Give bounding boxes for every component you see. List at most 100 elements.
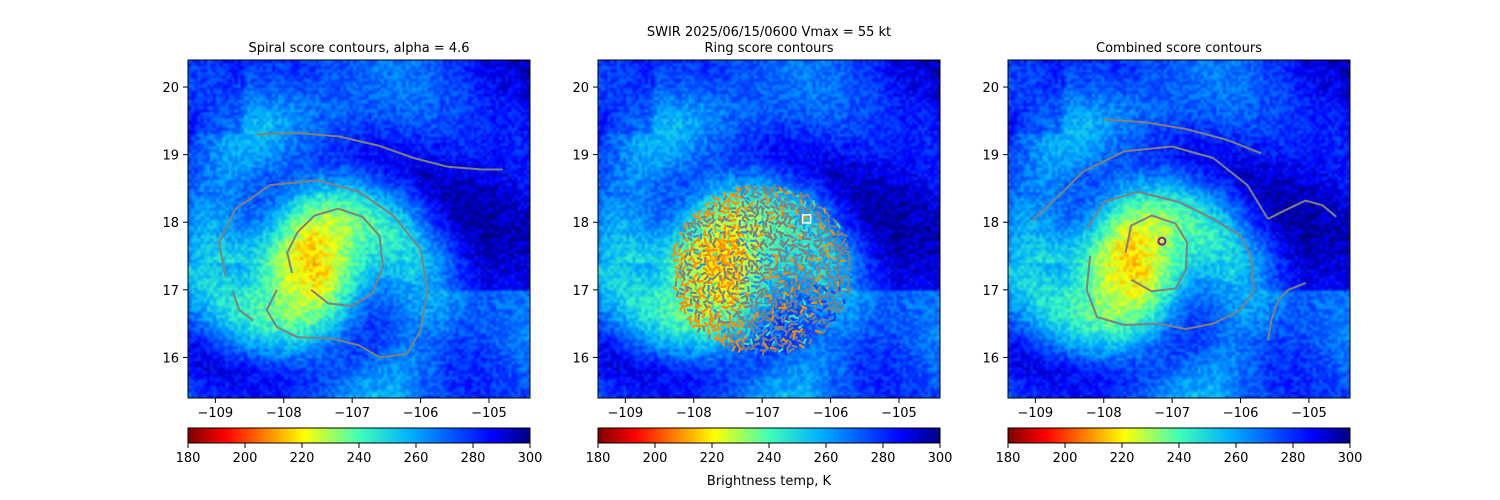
ring-contour-segment: [792, 286, 800, 291]
colorbar-tick-label: 220: [700, 451, 725, 466]
ring-contour-segment: [679, 238, 682, 246]
ring-contour-segment: [774, 196, 781, 203]
ring-contour-segment: [693, 250, 700, 256]
ring-contour-segment: [783, 266, 787, 273]
ring-contour-segment: [788, 314, 796, 318]
ring-contour-segment: [695, 222, 702, 228]
ring-contour-segment: [763, 346, 770, 352]
ring-contour-segment: [816, 307, 823, 313]
colorbar-tick-label: 220: [1110, 451, 1135, 466]
ring-contour-segment: [743, 280, 750, 283]
ring-contour-segment: [691, 276, 697, 283]
ring-contour-segment: [773, 243, 780, 247]
ring-contour-segment: [832, 218, 839, 225]
ring-contour-segment: [718, 232, 722, 240]
ring-contour-segment: [826, 275, 834, 280]
ring-contour-segment: [769, 248, 776, 251]
score-contour: [217, 179, 429, 359]
ring-contour-segment: [839, 250, 847, 256]
ring-contour-segment: [791, 238, 798, 244]
ring-contour-segment: [714, 313, 717, 320]
ring-contour-segment: [789, 278, 794, 285]
ring-contour-segment: [719, 319, 726, 324]
figure-suptitle: SWIR 2025/06/15/0600 Vmax = 55 kt: [647, 25, 891, 40]
ring-contour-segment: [841, 288, 848, 291]
ring-contour-segment: [769, 346, 777, 350]
ring-contour-segment: [706, 328, 711, 335]
ring-contour-segment: [786, 261, 793, 265]
ring-contour-segment: [740, 294, 747, 300]
ring-contour-segment: [710, 323, 717, 330]
ring-contour-segment: [686, 268, 693, 271]
ring-contour-segment: [838, 246, 846, 252]
ring-contour-segment: [834, 288, 840, 295]
axes-frame: [187, 59, 531, 399]
ring-contour-segment: [820, 274, 826, 281]
ring-contour-segment: [773, 233, 778, 240]
ring-contour-segment: [717, 201, 723, 208]
ring-contour-segment: [783, 322, 788, 329]
ring-contour-segment: [826, 262, 831, 269]
ring-contour-segment: [752, 314, 756, 321]
ring-contour-segment: [831, 276, 838, 280]
ring-contour-segment: [822, 207, 827, 214]
ring-contour-segment: [726, 289, 732, 296]
score-contour: [286, 207, 384, 308]
ring-contour-segment: [727, 267, 734, 271]
ring-contour-segment: [782, 328, 789, 334]
ring-contour-segment: [797, 279, 804, 286]
ring-contour-segment: [819, 272, 826, 276]
ring-contour-segment: [746, 209, 753, 212]
ring-contour-segment: [777, 347, 784, 354]
ring-contour-segment: [820, 300, 827, 303]
ring-contour-segment: [702, 266, 709, 273]
ring-contour-segment: [836, 281, 840, 288]
ring-contour-segment: [754, 227, 759, 234]
ring-contour-segment: [686, 314, 693, 321]
ring-contour-segment: [769, 224, 773, 232]
ring-contour-segment: [760, 197, 767, 202]
ring-contour-segment: [797, 263, 804, 269]
ring-contour-segment: [798, 289, 806, 293]
ring-contour-segment: [800, 267, 807, 273]
ring-contour-segment: [720, 328, 727, 334]
ring-contour-segment: [698, 252, 702, 259]
ring-contour-segment: [720, 285, 727, 289]
ring-contour-segment: [809, 294, 814, 302]
ring-contour-segment: [834, 243, 841, 249]
ring-contour-segment: [816, 206, 823, 210]
ring-contour-segment: [806, 264, 813, 270]
ring-contour-segment: [716, 327, 723, 332]
ring-contour-segment: [775, 258, 778, 265]
ring-contour-segment: [753, 324, 760, 330]
ring-contour-segment: [730, 243, 737, 249]
ring-contour-segment: [717, 266, 722, 273]
ring-contour-segment: [736, 238, 741, 245]
ring-contour-segment: [727, 229, 731, 236]
ring-contour-segment: [674, 266, 681, 271]
ring-contour-segment: [810, 323, 816, 330]
ring-contour-segment: [808, 304, 815, 308]
ring-contour-segment: [719, 230, 727, 235]
ring-contour-segment: [734, 209, 740, 217]
ring-contour-segment: [747, 214, 754, 218]
ring-contour-segment: [729, 320, 737, 325]
ring-contour-segment: [730, 303, 737, 309]
ring-contour-segment: [758, 290, 765, 297]
x-tick-label: −108: [266, 406, 302, 421]
ring-contour-segment: [805, 237, 812, 241]
ring-contour-segment: [697, 310, 704, 315]
ring-contour-segment: [799, 330, 804, 338]
ring-contour-segment: [686, 221, 694, 225]
ring-contour-segment: [845, 266, 853, 272]
ring-contour-segment: [777, 325, 784, 329]
ring-contour-segment: [746, 308, 750, 315]
panel-title: Ring score contours: [704, 41, 833, 56]
ring-contour-segment: [759, 257, 763, 264]
ring-contour-segment: [721, 340, 726, 347]
ring-contour-segment: [769, 189, 772, 196]
overlay-layer: [1031, 118, 1337, 341]
ring-contour-segment: [807, 227, 811, 234]
ring-contour-segment: [767, 260, 773, 267]
ring-contour-segment: [726, 281, 733, 286]
